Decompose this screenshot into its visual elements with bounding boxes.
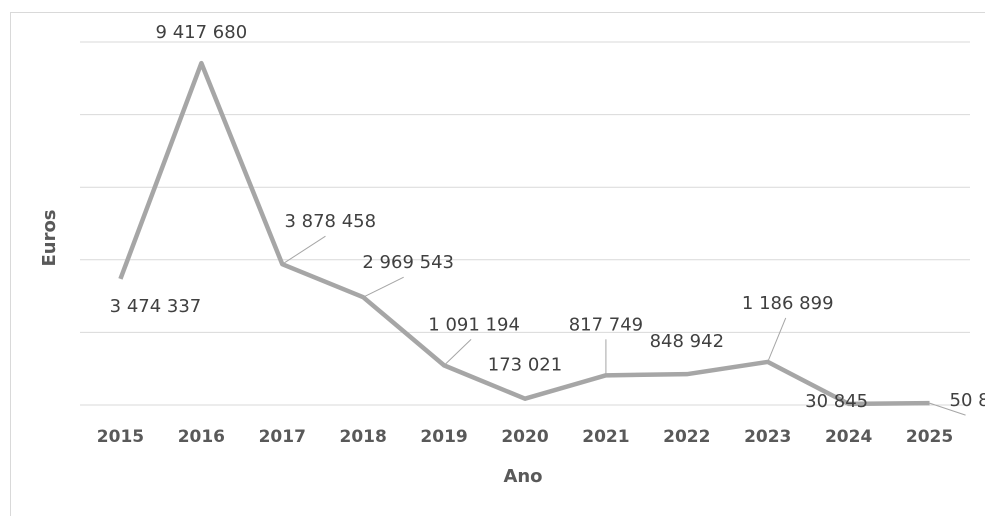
data-label: 1 091 194 — [428, 314, 520, 335]
x-tick-label: 2015 — [97, 427, 144, 447]
data-label: 3 878 458 — [284, 211, 376, 232]
x-tick-label: 2019 — [420, 427, 467, 447]
leader-line — [767, 317, 787, 363]
y-axis-title: Euros — [39, 209, 60, 266]
data-label: 9 417 680 — [156, 22, 248, 43]
leader-line — [929, 402, 966, 416]
chart-frame — [10, 12, 985, 516]
data-label: 1 186 899 — [742, 293, 834, 314]
x-tick-label: 2021 — [582, 427, 629, 447]
x-tick-label: 2016 — [178, 427, 225, 447]
data-label: 3 474 337 — [110, 296, 202, 317]
x-tick-label: 2017 — [259, 427, 306, 447]
x-axis-title: Ano — [503, 466, 542, 487]
leader-line — [362, 276, 404, 298]
leader-line — [443, 339, 472, 366]
line — [118, 60, 930, 407]
data-label: 173 021 — [488, 355, 562, 376]
data-label: 50 876 — [950, 390, 985, 411]
x-tick-label: 2018 — [340, 427, 387, 447]
data-label: 848 942 — [650, 331, 724, 352]
x-tick-label: 2024 — [825, 427, 872, 447]
x-tick-label: 2025 — [906, 427, 953, 447]
x-tick-label: 2022 — [663, 427, 710, 447]
x-tick-label: 2020 — [501, 427, 548, 447]
data-label: 2 969 543 — [362, 252, 454, 273]
data-label: 817 749 — [569, 314, 643, 335]
leader-line — [282, 235, 326, 265]
data-label: 30 845 — [805, 391, 868, 412]
x-tick-label: 2023 — [744, 427, 791, 447]
